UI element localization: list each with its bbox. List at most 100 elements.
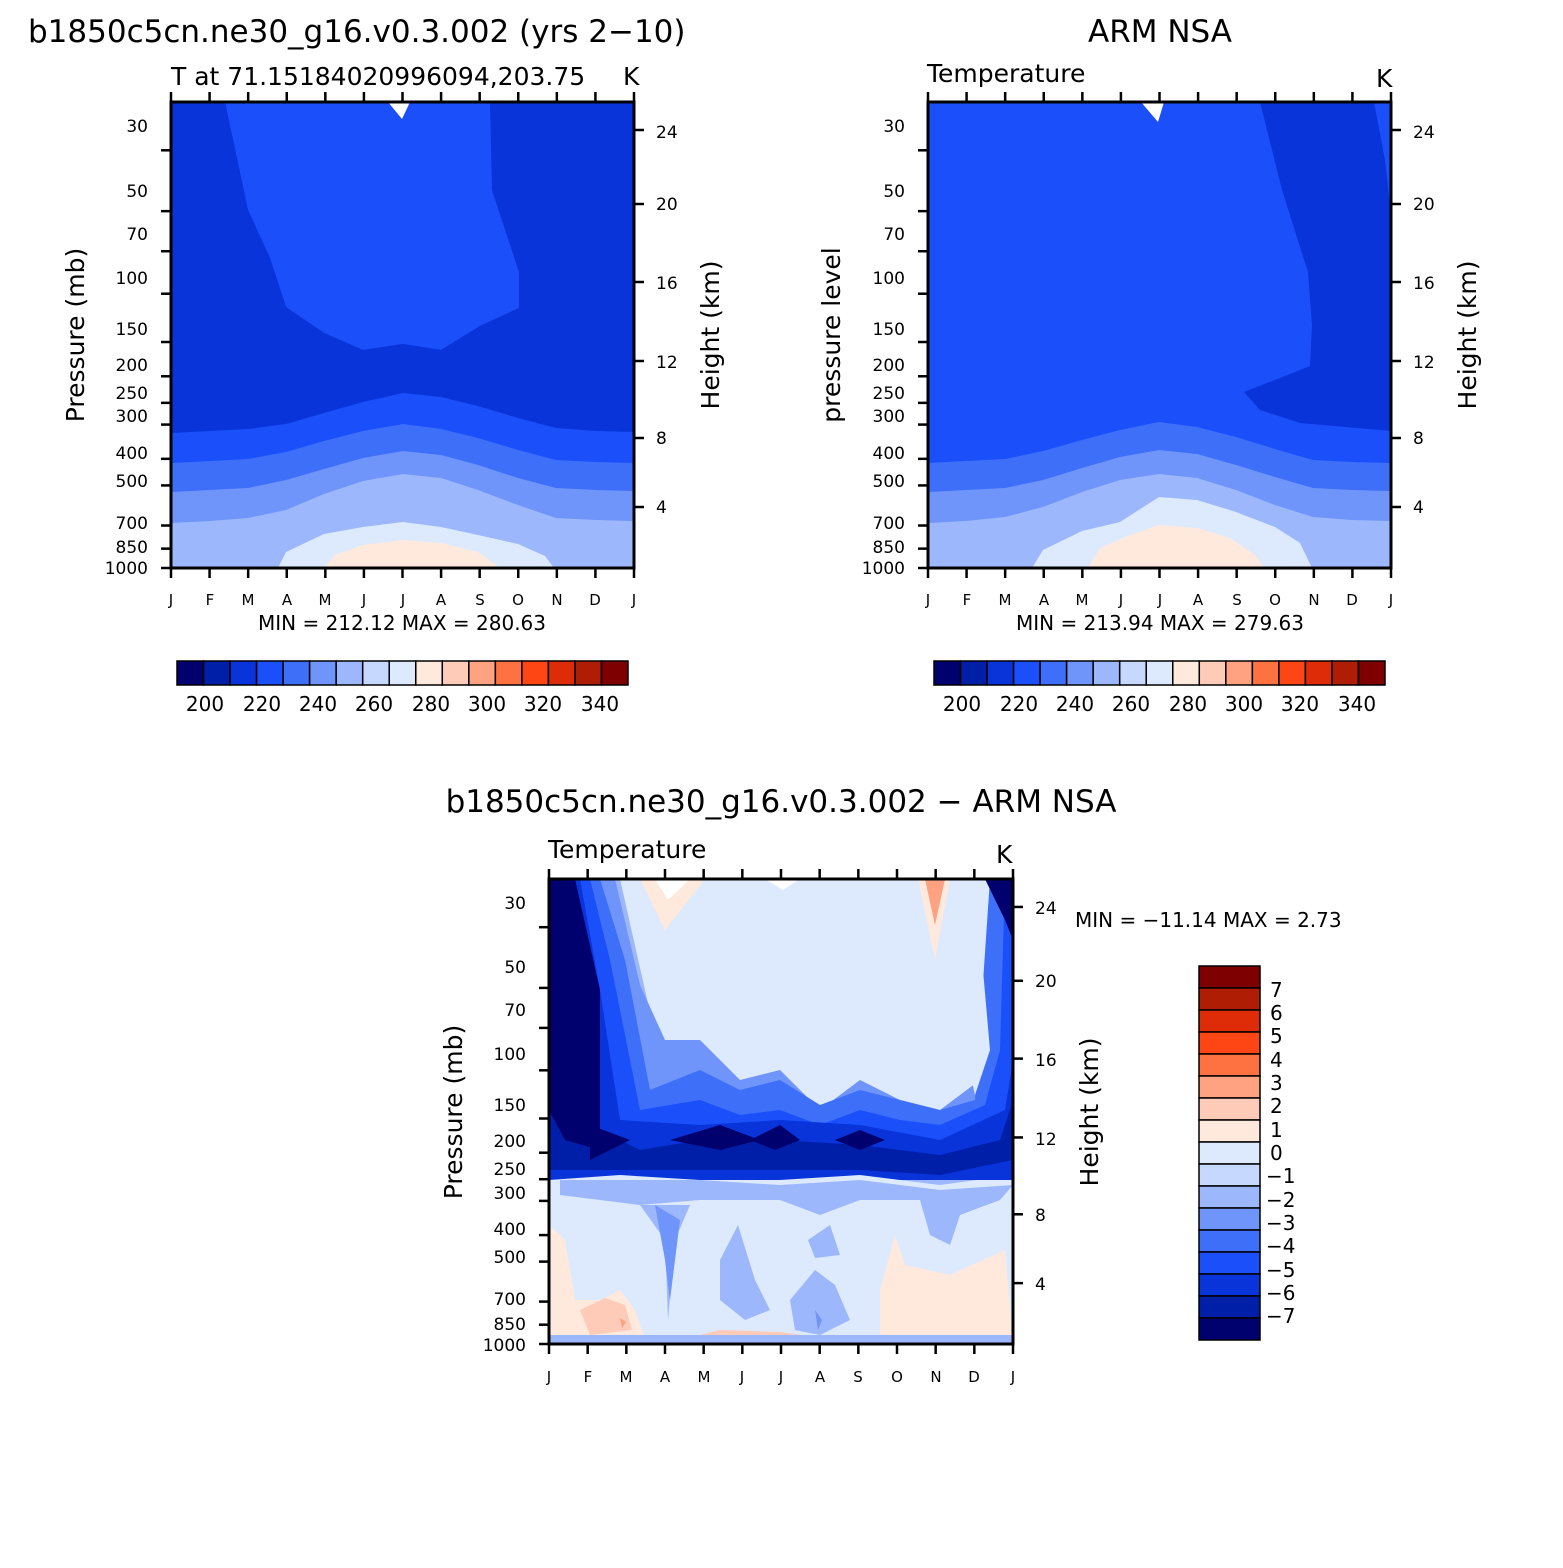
diff-colorbar-swatch — [1198, 1119, 1261, 1143]
diff-height-label-20: 20 — [1035, 972, 1057, 992]
obs-ylabel: pressure level — [817, 247, 846, 422]
diff-x-label-jun: J — [739, 1368, 744, 1386]
model-cb-label-220: 220 — [243, 692, 281, 716]
model-y-label-850: 850 — [116, 538, 148, 558]
model-height-label-24: 24 — [656, 123, 678, 143]
diff-y-label-70: 70 — [504, 1001, 526, 1021]
obs-cb-label-220: 220 — [1000, 692, 1038, 716]
model-height-label-4: 4 — [656, 498, 667, 518]
diff-y-label-400: 400 — [494, 1220, 526, 1240]
diff-pos-apr-top — [640, 879, 705, 930]
model-x-label-nov: N — [551, 591, 562, 609]
diff-blob-aug-upper — [808, 1225, 840, 1258]
obs-colorbar-swatch — [1251, 660, 1280, 686]
diff-band-m4 — [549, 879, 1013, 1180]
model-cb-label-240: 240 — [299, 692, 337, 716]
diff-y-right-ticklabels: 24 20 16 12 8 4 — [1035, 899, 1057, 1295]
obs-x-label-aug: A — [1193, 591, 1204, 609]
obs-colorbar-swatch — [1039, 660, 1068, 686]
model-title: b1850c5cn.ne30_g16.v0.3.002 (yrs 2−10) — [28, 14, 685, 50]
diff-tick-marks — [539, 869, 1023, 1354]
diff-core-jan — [549, 879, 600, 1150]
obs-y-right-ticklabels: 24 20 16 12 8 4 — [1413, 123, 1435, 518]
model-colorbar-swatch — [441, 660, 470, 686]
obs-x-label-nov: N — [1308, 591, 1319, 609]
diff-ylabel-right: Height (km) — [1075, 1038, 1104, 1187]
obs-x-label-sep: S — [1232, 591, 1242, 609]
panel-diff: b1850c5cn.ne30_g16.v0.3.002 − ARM NSA Te… — [439, 784, 1342, 1386]
obs-y-label-1000: 1000 — [862, 559, 905, 579]
obs-colorbar-swatch — [986, 660, 1015, 686]
diff-colorbar-swatch — [1198, 1229, 1261, 1253]
obs-colorbar-swatch — [1172, 660, 1201, 686]
model-cb-label-320: 320 — [524, 692, 562, 716]
diff-x-label-jan-end: J — [1010, 1368, 1015, 1386]
model-missing-notch — [388, 102, 410, 119]
diff-height-label-8: 8 — [1035, 1206, 1046, 1226]
obs-tick-marks — [918, 92, 1401, 578]
obs-y-label-100: 100 — [873, 269, 905, 289]
diff-ylabel: Pressure (mb) — [439, 1025, 468, 1199]
model-colorbar-swatch — [574, 660, 603, 686]
obs-colorbar-swatch — [1012, 660, 1041, 686]
obs-contour-field — [928, 102, 1391, 568]
model-height-label-20: 20 — [656, 195, 678, 215]
obs-subtitle-left: Temperature — [926, 59, 1085, 88]
diff-cb-label-m2: −2 — [1266, 1188, 1295, 1212]
obs-cb-label-260: 260 — [1112, 692, 1150, 716]
model-colorbar-swatch — [176, 660, 205, 686]
model-x-label-jul: J — [400, 591, 405, 609]
obs-colorbar-swatch — [1357, 660, 1386, 686]
diff-cb-label-3: 3 — [1270, 1071, 1283, 1095]
diff-pos-oct-core — [925, 879, 945, 925]
diff-colorbar-swatch — [1198, 1163, 1261, 1187]
diff-cb-label-2: 2 — [1270, 1094, 1283, 1118]
obs-colorbar-labels: 200 220 240 260 280 300 320 340 — [943, 692, 1376, 716]
diff-blob-aug-core — [815, 1310, 822, 1330]
panel-obs: ARM NSA Temperature K 30 50 70 100 150 2… — [817, 14, 1482, 716]
obs-x-label-feb: F — [963, 591, 972, 609]
diff-missing-top-jul — [765, 879, 800, 890]
obs-y-label-50: 50 — [883, 182, 905, 202]
diff-y-label-1000: 1000 — [483, 1336, 526, 1356]
diff-subtitle-right: K — [996, 840, 1013, 869]
model-x-label-may: M — [319, 591, 332, 609]
diff-colorbar-swatch — [1198, 1295, 1261, 1319]
obs-x-label-apr: A — [1039, 591, 1050, 609]
model-colorbar-labels: 200 220 240 260 280 300 320 340 — [186, 692, 619, 716]
model-height-label-12: 12 — [656, 353, 678, 373]
model-band-230-upper — [225, 102, 519, 350]
model-contour-field — [171, 102, 634, 568]
obs-y-label-700: 700 — [873, 514, 905, 534]
model-x-label-sep: S — [475, 591, 485, 609]
obs-colorbar-swatch — [1118, 660, 1147, 686]
diff-y-label-100: 100 — [494, 1045, 526, 1065]
obs-colorbar-swatch — [1145, 660, 1174, 686]
obs-y-label-500: 500 — [873, 472, 905, 492]
obs-x-ticklabels: J F M A M J J A S O N D J — [925, 591, 1393, 609]
model-minmax: MIN = 212.12 MAX = 280.63 — [258, 611, 546, 635]
obs-subtitle-right: K — [1376, 64, 1393, 93]
model-ylabel-right: Height (km) — [696, 261, 725, 410]
diff-cb-label-0: 0 — [1270, 1141, 1283, 1165]
model-y-label-500: 500 — [116, 472, 148, 492]
diff-y-label-250: 250 — [494, 1160, 526, 1180]
diff-colorbar-swatch — [1198, 1075, 1261, 1099]
obs-colorbar-swatch — [959, 660, 988, 686]
obs-y-label-70: 70 — [883, 225, 905, 245]
diff-x-label-feb: F — [584, 1368, 593, 1386]
obs-colorbar-swatch — [1331, 660, 1360, 686]
model-cb-label-280: 280 — [412, 692, 450, 716]
diff-cb-label-1: 1 — [1270, 1118, 1283, 1142]
model-height-label-8: 8 — [656, 429, 667, 449]
model-colorbar-swatch — [547, 660, 576, 686]
model-x-label-jan-end: J — [631, 591, 636, 609]
obs-x-label-jul: J — [1157, 591, 1162, 609]
diff-blob-jun — [720, 1225, 770, 1320]
model-x-label-aug: A — [436, 591, 447, 609]
obs-colorbar-swatch — [1225, 660, 1254, 686]
diff-light-nov — [880, 879, 990, 1095]
model-colorbar-swatch — [600, 660, 629, 686]
diff-y-label-50: 50 — [504, 958, 526, 978]
